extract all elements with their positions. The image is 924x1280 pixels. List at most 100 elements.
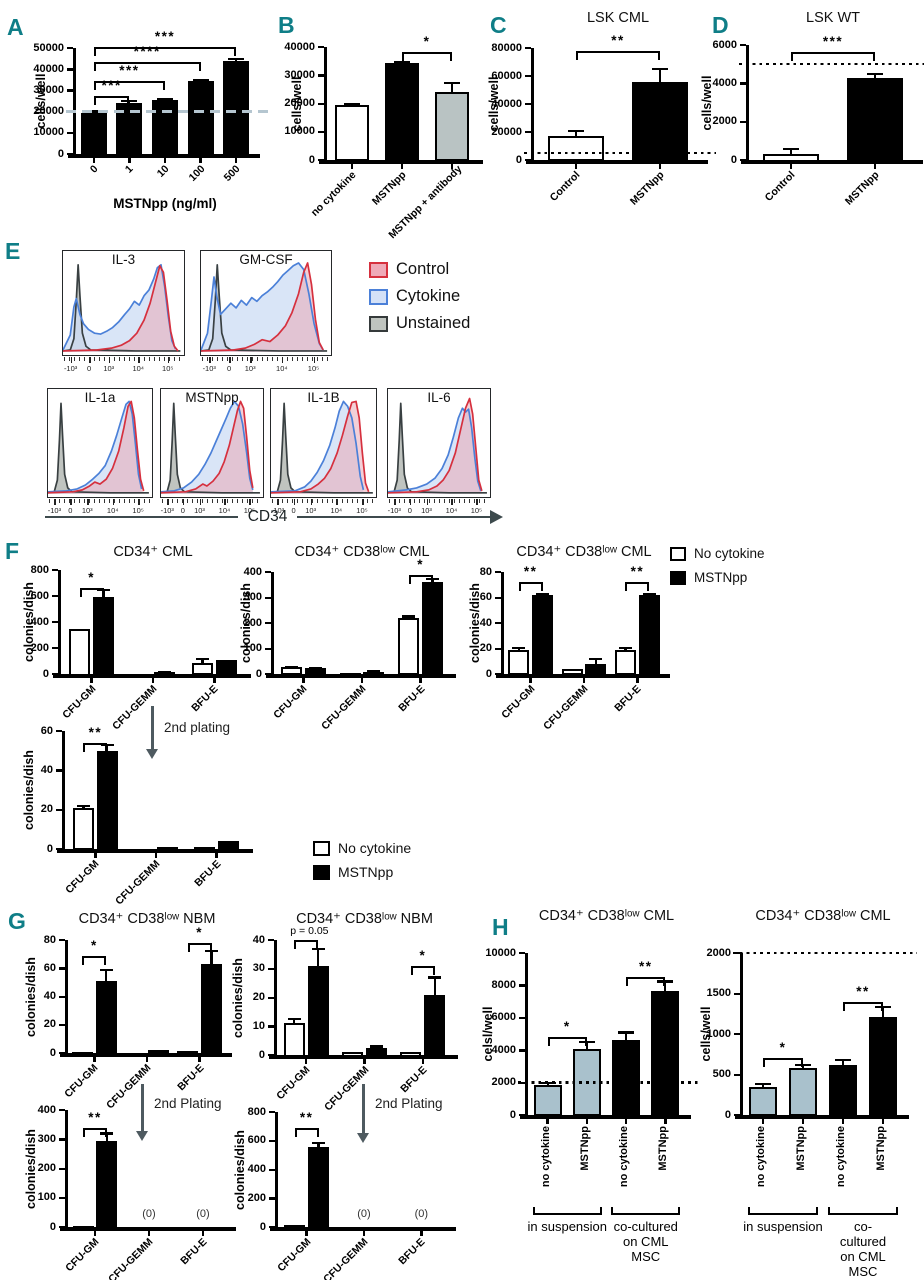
histogram-box: [200, 250, 332, 356]
y-tick-label: 40: [43, 990, 56, 1002]
y-tick-label: 600: [30, 589, 49, 602]
y-tick-label: 10000: [33, 126, 64, 139]
x-major-tick: [167, 499, 169, 505]
y-tick: [52, 595, 58, 598]
x-tick: [546, 1118, 549, 1124]
y-axis: [65, 1110, 68, 1229]
zero-annotation: (0): [196, 1208, 210, 1220]
bar: [424, 994, 446, 1057]
y-axis: [58, 570, 61, 676]
error-bar: [210, 951, 213, 970]
y-tick: [269, 1139, 275, 1143]
bar: [869, 1016, 897, 1117]
reference-line: [66, 110, 268, 114]
chart-antibody-block: cells/well 0 10000 20000 30000 40000 * no cytok…: [284, 33, 490, 241]
y-tick-label: 50000: [33, 41, 64, 54]
x-tick-label: 10⁴: [445, 506, 458, 515]
x-tick-label: -10³: [387, 506, 401, 515]
curve-stroke: [201, 263, 323, 351]
x-major-tick: [394, 499, 396, 505]
y-tick: [268, 1025, 274, 1028]
x-tick: [624, 1118, 628, 1124]
histogram-curves: [201, 251, 328, 352]
y-tick: [59, 939, 65, 942]
y-tick-label: 10: [252, 1019, 265, 1032]
x-tick: [147, 1230, 151, 1236]
y-tick-label: 6000: [491, 1011, 516, 1024]
legend-entry: MSTNpp: [670, 570, 765, 585]
y-axis: [501, 572, 504, 676]
error-bar: [664, 981, 667, 998]
bar: [157, 847, 179, 851]
x-axis: [735, 1115, 909, 1119]
sig-label: **: [523, 564, 538, 580]
y-tick: [59, 1023, 65, 1027]
category-label: CFU-GM: [274, 1236, 314, 1275]
curve-stroke: [388, 403, 487, 492]
sig-label: p = 0.05: [290, 925, 329, 937]
y-tick: [740, 120, 746, 124]
panel-letter-g: G: [8, 908, 26, 934]
x-axis: [60, 1227, 236, 1231]
y-tick-label: 0: [46, 842, 53, 855]
group-label: co-cultured on CML MSC: [839, 1219, 887, 1279]
x-tick: [801, 1118, 805, 1124]
chart-cd34-cd38low-cml-colonies-1: CD34⁺ CD38ˡᵒʷ CML colonies/dish 0 100 200 300…: [239, 542, 483, 732]
y-tick-label: 20000: [491, 125, 522, 138]
error-bar: [316, 948, 320, 972]
histogram-box: [387, 388, 491, 498]
y-tick: [265, 673, 271, 676]
flow-histogram-il1b: IL-1B -10³ 0 10³ 10⁴ 10⁵: [270, 388, 377, 518]
sig-label: *: [90, 937, 98, 953]
y-tick: [495, 596, 501, 599]
error-bar-cap: [312, 1141, 326, 1145]
y-tick-label: 80: [43, 933, 56, 946]
x-minor-ticks: [272, 499, 375, 503]
legend-entry: No cytokine: [670, 546, 765, 561]
histogram-box: [47, 388, 153, 498]
y-tick: [318, 159, 324, 162]
x-tick: [450, 163, 454, 169]
x-major-tick: [250, 357, 252, 363]
panel-letter-f: F: [5, 538, 20, 564]
y-tick: [268, 1054, 274, 1057]
bar: [215, 659, 237, 676]
x-major-tick: [87, 499, 89, 505]
x-major-tick: [336, 499, 338, 505]
x-tick-label: -10³: [202, 364, 216, 373]
x-tick-label: -10³: [47, 506, 62, 515]
y-tick-label: 2000: [712, 115, 737, 128]
y-tick-label: 20: [479, 642, 492, 654]
y-tick: [525, 75, 531, 78]
error-bar-cap: [402, 615, 416, 618]
x-tick: [362, 1230, 366, 1236]
y-tick: [59, 1167, 65, 1170]
category-label: MSTNpp: [795, 1126, 807, 1171]
y-tick: [265, 622, 271, 625]
error-bar-cap: [287, 1018, 301, 1021]
cd34-arrowhead-icon: [490, 510, 504, 524]
bar: [96, 1140, 118, 1229]
histogram-box: [270, 388, 377, 498]
histogram-curves: [271, 389, 373, 494]
y-tick-label: 0: [724, 1108, 731, 1121]
x-tick: [128, 157, 131, 163]
bar: [154, 672, 176, 676]
y-tick: [269, 1197, 275, 1200]
y-tick: [734, 992, 740, 995]
x-tick: [873, 163, 877, 169]
chart-title: CD34⁺ CD38ˡᵒʷ NBM: [296, 911, 433, 927]
curve-fill: [48, 401, 144, 494]
bar: [69, 628, 91, 676]
curve-fill: [388, 398, 482, 494]
bar: [304, 668, 326, 676]
x-tick: [789, 163, 793, 169]
bar: [342, 1052, 364, 1057]
curve-fill: [161, 401, 253, 494]
x-tick: [235, 157, 238, 163]
legend-entry: MSTNpp: [313, 864, 411, 880]
histogram-curves: [388, 389, 487, 494]
y-tick: [318, 74, 324, 77]
y-tick-label: 40000: [33, 62, 64, 75]
y-tick-label: 40: [40, 763, 53, 776]
